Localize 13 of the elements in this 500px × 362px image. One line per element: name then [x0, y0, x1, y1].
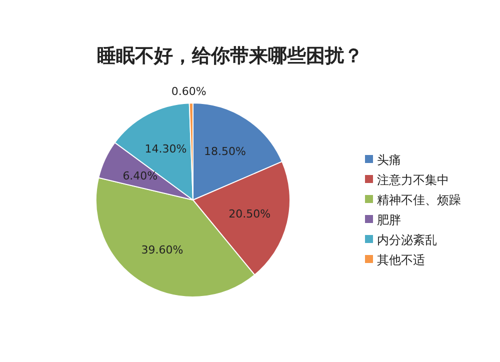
- legend-label: 内分泌紊乱: [377, 233, 437, 248]
- data-label: 0.60%: [171, 84, 206, 98]
- data-label: 39.60%: [141, 243, 184, 256]
- legend-label: 肥胖: [377, 213, 401, 228]
- legend-label: 其他不适: [377, 253, 425, 268]
- data-label: 6.40%: [122, 169, 158, 182]
- legend-label: 精神不佳、烦躁: [377, 193, 461, 208]
- data-label: 20.50%: [228, 208, 271, 221]
- chart-title: 睡眠不好，给你带来哪些困扰？: [97, 45, 363, 67]
- legend-label: 头痛: [377, 153, 401, 168]
- data-label: 14.30%: [144, 142, 187, 156]
- legend-label: 注意力不集中: [377, 173, 449, 188]
- data-label: 18.50%: [204, 145, 246, 158]
